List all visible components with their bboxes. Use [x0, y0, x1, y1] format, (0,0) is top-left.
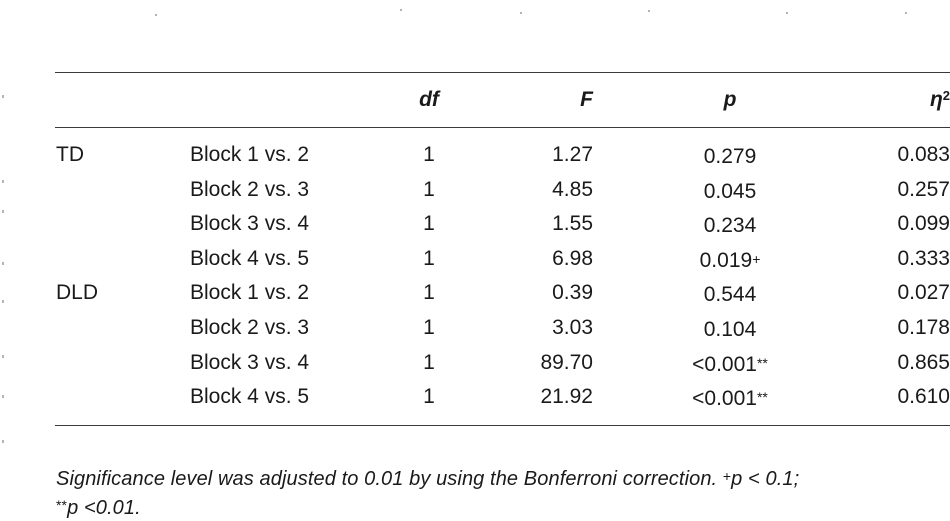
table-header-rule — [55, 127, 950, 128]
cell-p: 0.234 — [640, 211, 820, 239]
eta-superscript: 2 — [942, 88, 950, 103]
scan-speck — [2, 180, 4, 183]
cell-df: 1 — [423, 281, 435, 304]
scan-speck — [2, 262, 4, 265]
cell-p: 0.045 — [640, 177, 820, 205]
cell-comparison: Block 1 vs. 2 — [190, 281, 310, 304]
cell-p-significance-mark: ** — [756, 389, 768, 405]
cell-eta-squared: 0.099 — [897, 212, 950, 235]
scan-speck — [520, 12, 522, 14]
cell-f: 3.03 — [552, 316, 593, 339]
cell-p-value: 0.045 — [703, 180, 757, 203]
scan-speck — [2, 300, 4, 303]
cell-p: 0.279 — [640, 142, 820, 170]
cell-comparison: Block 3 vs. 4 — [190, 212, 310, 235]
cell-p: <0.001** — [640, 350, 820, 378]
cell-comparison: Block 3 vs. 4 — [190, 351, 310, 374]
cell-p-significance-mark: ** — [756, 355, 768, 371]
scan-speck — [2, 355, 4, 358]
cell-eta-squared: 0.333 — [897, 247, 950, 270]
scan-speck — [155, 14, 157, 16]
header-f: F — [580, 88, 593, 111]
scan-speck — [2, 95, 4, 98]
cell-df: 1 — [423, 385, 435, 408]
cell-eta-squared: 0.610 — [897, 385, 950, 408]
scan-speck — [2, 210, 4, 213]
cell-group: DLD — [56, 281, 99, 304]
scan-speck — [648, 10, 650, 12]
cell-p-value: <0.001 — [692, 387, 757, 410]
scan-speck — [2, 395, 4, 398]
cell-comparison: Block 2 vs. 3 — [190, 316, 310, 339]
footnote-plus-mark: + — [722, 468, 732, 484]
cell-f: 4.85 — [552, 178, 593, 201]
cell-p: 0.019+ — [640, 246, 820, 274]
cell-eta-squared: 0.178 — [897, 316, 950, 339]
cell-eta-squared: 0.257 — [897, 178, 950, 201]
cell-f: 89.70 — [540, 351, 593, 374]
cell-p-value: <0.001 — [692, 353, 757, 376]
cell-eta-squared: 0.865 — [897, 351, 950, 374]
cell-df: 1 — [423, 316, 435, 339]
cell-p-value: 0.019 — [699, 249, 753, 272]
cell-p-value: 0.544 — [703, 283, 757, 306]
cell-df: 1 — [423, 178, 435, 201]
cell-f: 1.55 — [552, 212, 593, 235]
footnote-text: Significance level was adjusted to 0.01 … — [56, 468, 723, 490]
cell-f: 0.39 — [552, 281, 593, 304]
table-top-rule — [55, 72, 950, 73]
footnote-plus-text: p < 0.1; — [731, 468, 800, 490]
faded-caption-bleed — [58, 34, 618, 52]
header-p: p — [723, 88, 737, 111]
scan-speck — [400, 9, 402, 11]
scan-speck — [905, 12, 907, 14]
cell-group: TD — [56, 143, 84, 166]
cell-p: 0.104 — [640, 315, 820, 343]
cell-f: 21.92 — [540, 385, 593, 408]
cell-comparison: Block 1 vs. 2 — [190, 143, 310, 166]
cell-comparison: Block 2 vs. 3 — [190, 178, 310, 201]
cell-eta-squared: 0.027 — [897, 281, 950, 304]
cell-p: <0.001** — [640, 384, 820, 412]
scan-speck — [2, 440, 4, 443]
cell-p-value: 0.279 — [703, 145, 757, 168]
scan-speck — [786, 12, 788, 14]
table-footnote: Significance level was adjusted to 0.01 … — [56, 463, 950, 521]
footnote-double-star-text: p <0.01. — [67, 497, 141, 519]
cell-comparison: Block 4 vs. 5 — [190, 247, 310, 270]
cell-p-value: 0.234 — [703, 214, 757, 237]
eta-symbol: η — [929, 88, 943, 111]
cell-eta-squared: 0.083 — [897, 143, 950, 166]
footnote-double-star-mark: ** — [56, 497, 68, 513]
cell-f: 6.98 — [552, 247, 593, 270]
cell-df: 1 — [423, 143, 435, 166]
cell-df: 1 — [423, 351, 435, 374]
cell-p-value: 0.104 — [703, 318, 757, 341]
cell-df: 1 — [423, 247, 435, 270]
cell-p: 0.544 — [640, 280, 820, 308]
cell-df: 1 — [423, 212, 435, 235]
cell-p-significance-mark: + — [752, 251, 761, 267]
cell-comparison: Block 4 vs. 5 — [190, 385, 310, 408]
cell-f: 1.27 — [552, 143, 593, 166]
header-df: df — [419, 88, 439, 111]
table-bottom-rule — [55, 425, 950, 426]
header-eta-squared: η2 — [840, 88, 950, 112]
